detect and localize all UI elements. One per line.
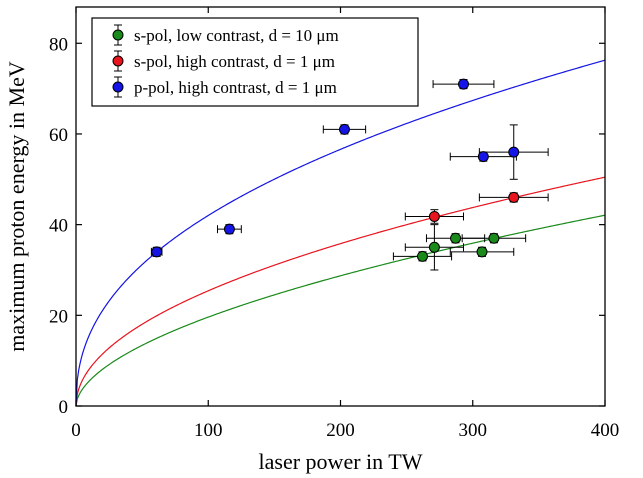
y-tick-label: 80 [49, 34, 68, 55]
data-point [457, 78, 469, 90]
data-point [477, 151, 489, 163]
data-point [476, 246, 488, 258]
data-point [508, 146, 520, 158]
x-axis-label: laser power in TW [259, 449, 423, 474]
data-point [488, 232, 500, 244]
legend: s-pol, low contrast, d = 10 μm s-pol, hig… [91, 17, 419, 107]
x-tick-label: 300 [459, 420, 488, 441]
y-tick-label: 0 [59, 397, 69, 418]
data-point [428, 210, 440, 222]
legend-entry-label: s-pol, low contrast, d = 10 μm [134, 26, 339, 45]
data-point [450, 232, 462, 244]
legend-marker [112, 29, 124, 41]
fit-curves [75, 59, 606, 407]
y-tick-label: 40 [49, 216, 68, 237]
data-points [151, 78, 520, 262]
data-point [508, 191, 520, 203]
fit-curve [75, 214, 606, 407]
y-tick-label: 20 [49, 306, 68, 327]
y-tick-label: 60 [49, 125, 68, 146]
y-axis-label: maximum proton energy in MeV [4, 61, 29, 352]
data-point [428, 241, 440, 253]
data-point [416, 250, 428, 262]
legend-marker [112, 81, 124, 93]
x-tick-label: 400 [591, 420, 620, 441]
x-tick-label: 0 [71, 420, 81, 441]
x-tick-label: 200 [326, 420, 355, 441]
legend-entry-label: p-pol, high contrast, d = 1 μm [134, 78, 337, 97]
legend-box [91, 17, 419, 107]
data-point [151, 246, 163, 258]
axis-ticks: 0 100 200 300 400 0 20 40 60 80 [49, 7, 619, 441]
fit-curve [75, 176, 606, 407]
x-tick-label: 100 [194, 420, 223, 441]
legend-entry-label: s-pol, high contrast, d = 1 μm [134, 52, 335, 71]
fit-curve [75, 59, 606, 407]
data-point [223, 223, 235, 235]
data-point [338, 123, 350, 135]
legend-marker [112, 55, 124, 67]
